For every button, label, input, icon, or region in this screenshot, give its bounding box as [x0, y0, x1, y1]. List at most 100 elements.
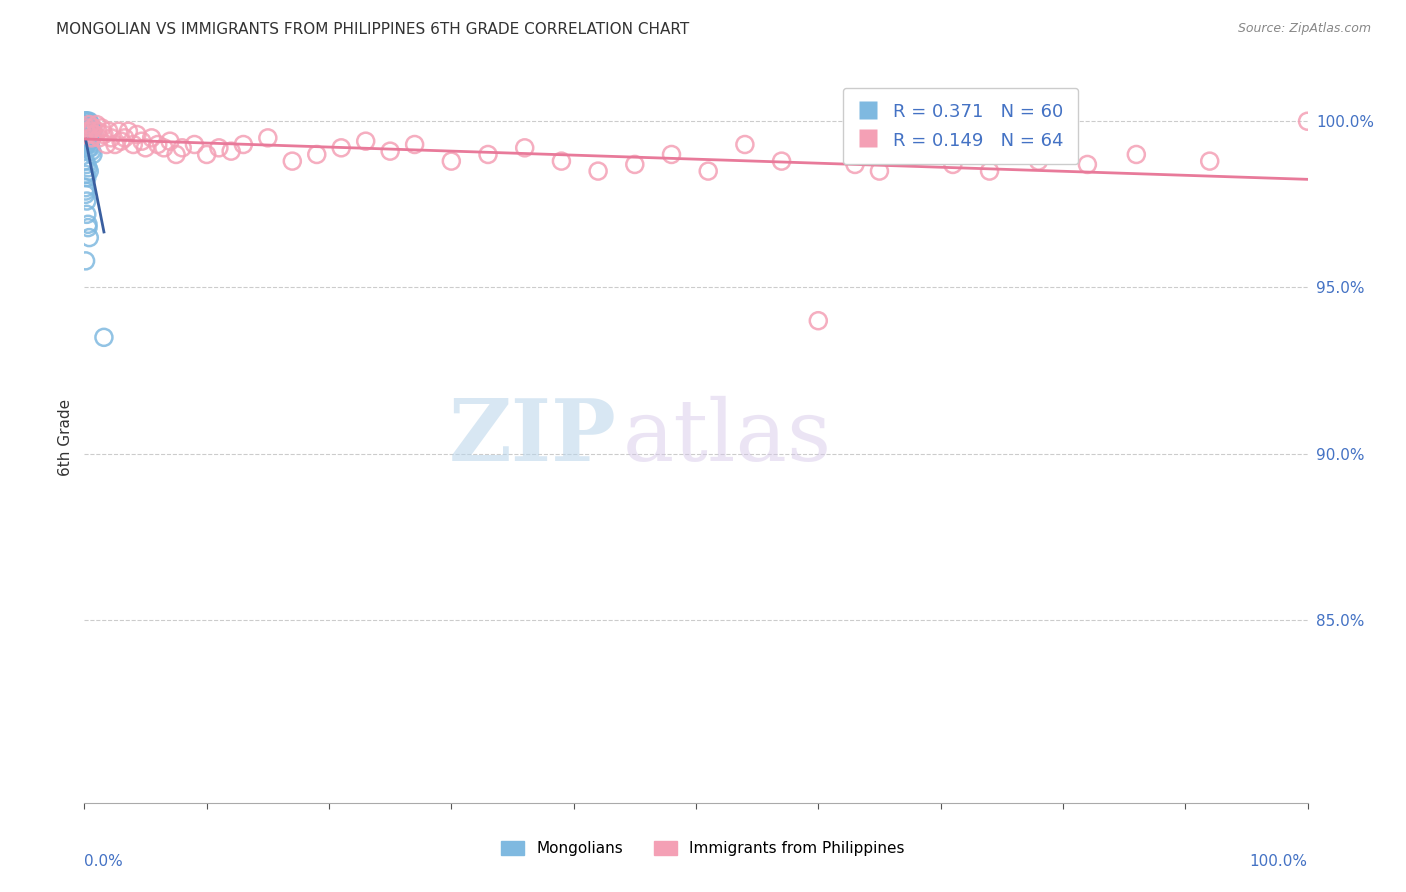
Point	[172, 141, 194, 155]
Point	[76, 170, 98, 185]
Point	[905, 147, 928, 161]
Point	[770, 154, 793, 169]
Legend: R = 0.371   N = 60, R = 0.149   N = 64: R = 0.371 N = 60, R = 0.149 N = 64	[842, 87, 1078, 164]
Point	[135, 141, 157, 155]
Point	[75, 114, 97, 128]
Point	[79, 137, 101, 152]
Point	[697, 164, 720, 178]
Point	[77, 137, 100, 152]
Point	[76, 118, 98, 132]
Point	[257, 131, 280, 145]
Point	[82, 120, 104, 135]
Point	[1198, 154, 1220, 169]
Point	[79, 124, 101, 138]
Point	[77, 128, 100, 142]
Point	[77, 124, 100, 138]
Point	[513, 141, 536, 155]
Point	[624, 157, 647, 171]
Text: Source: ZipAtlas.com: Source: ZipAtlas.com	[1237, 22, 1371, 36]
Point	[76, 194, 98, 208]
Point	[80, 144, 103, 158]
Point	[219, 144, 242, 158]
Point	[100, 131, 122, 145]
Point	[83, 128, 105, 142]
Point	[80, 131, 103, 145]
Point	[1125, 147, 1147, 161]
Point	[104, 137, 127, 152]
Point	[77, 220, 100, 235]
Point	[77, 118, 100, 132]
Point	[869, 164, 891, 178]
Point	[77, 118, 100, 132]
Point	[76, 207, 98, 221]
Point	[76, 120, 98, 135]
Point	[1296, 114, 1319, 128]
Point	[75, 131, 97, 145]
Text: MONGOLIAN VS IMMIGRANTS FROM PHILIPPINES 6TH GRADE CORRELATION CHART: MONGOLIAN VS IMMIGRANTS FROM PHILIPPINES…	[56, 22, 689, 37]
Point	[1028, 154, 1050, 169]
Point	[153, 141, 176, 155]
Point	[75, 154, 97, 169]
Point	[76, 157, 98, 171]
Point	[305, 147, 328, 161]
Point	[75, 118, 97, 132]
Point	[90, 120, 112, 135]
Point	[75, 120, 97, 135]
Point	[942, 157, 965, 171]
Point	[114, 131, 136, 145]
Point	[807, 314, 830, 328]
Point	[77, 118, 100, 132]
Point	[330, 141, 353, 155]
Point	[117, 124, 139, 138]
Point	[77, 164, 100, 178]
Text: ZIP: ZIP	[449, 395, 616, 479]
Point	[76, 137, 98, 152]
Point	[477, 147, 499, 161]
Point	[586, 164, 609, 178]
Point	[76, 134, 98, 148]
Point	[77, 230, 100, 244]
Point	[96, 137, 118, 152]
Point	[77, 124, 100, 138]
Point	[195, 147, 218, 161]
Point	[141, 131, 163, 145]
Text: 0.0%: 0.0%	[84, 854, 124, 869]
Point	[77, 128, 100, 142]
Point	[550, 154, 572, 169]
Point	[77, 114, 100, 128]
Point	[77, 141, 100, 155]
Point	[75, 114, 97, 128]
Point	[661, 147, 683, 161]
Point	[82, 147, 104, 161]
Point	[380, 144, 402, 158]
Text: atlas: atlas	[623, 395, 832, 479]
Point	[82, 124, 104, 138]
Point	[165, 147, 187, 161]
Point	[232, 137, 254, 152]
Point	[93, 128, 115, 142]
Point	[79, 118, 101, 132]
Point	[75, 184, 97, 198]
Point	[404, 137, 426, 152]
Point	[75, 124, 97, 138]
Point	[76, 128, 98, 142]
Point	[208, 141, 231, 155]
Point	[77, 120, 100, 135]
Point	[77, 114, 100, 128]
Point	[76, 120, 98, 135]
Point	[77, 120, 100, 135]
Legend: Mongolians, Immigrants from Philippines: Mongolians, Immigrants from Philippines	[495, 835, 911, 862]
Point	[76, 131, 98, 145]
Point	[734, 137, 756, 152]
Point	[76, 118, 98, 132]
Point	[281, 154, 304, 169]
Point	[77, 161, 100, 175]
Point	[86, 118, 108, 132]
Point	[75, 118, 97, 132]
Point	[79, 141, 101, 155]
Point	[77, 131, 100, 145]
Point	[80, 124, 103, 138]
Point	[75, 134, 97, 148]
Point	[75, 168, 97, 182]
Point	[87, 124, 110, 138]
